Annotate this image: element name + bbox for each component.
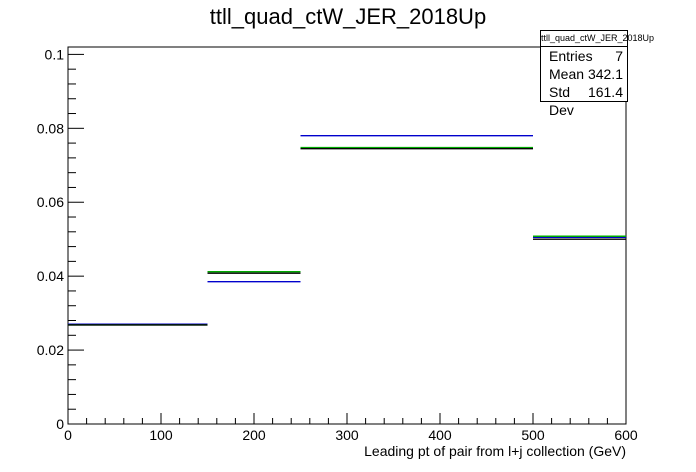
x-axis-label: Leading pt of pair from l+j collection (… xyxy=(364,443,626,459)
stats-std-row: Std Dev 161.4 xyxy=(541,83,627,118)
stats-mean-row: Mean 342.1 xyxy=(541,65,627,83)
plot-frame xyxy=(67,46,627,425)
y-tick-label: 0 xyxy=(56,416,64,432)
chart-title: ttll_quad_ctW_JER_2018Up xyxy=(209,4,487,29)
stats-mean-value: 342.1 xyxy=(587,66,623,82)
stats-entries-label: Entries xyxy=(549,48,593,64)
x-tick-label: 300 xyxy=(335,427,359,443)
stats-box-title: ttll_quad_ctW_JER_2018Up xyxy=(541,31,654,47)
histogram-series xyxy=(68,135,626,326)
y-tick-label: 0.1 xyxy=(45,46,65,62)
stats-box: ttll_quad_ctW_JER_2018Up Entries 7 Mean … xyxy=(540,30,654,118)
y-tick-label: 0.06 xyxy=(37,194,64,210)
stats-std-value: 161.4 xyxy=(587,84,623,100)
y-tick-label: 0.02 xyxy=(37,342,64,358)
y-tick-label: 0.08 xyxy=(37,120,64,136)
stats-std-label: Std Dev xyxy=(549,84,574,118)
x-tick-label: 200 xyxy=(242,427,266,443)
stats-entries-row: Entries 7 xyxy=(541,47,627,65)
stats-entries-value: 7 xyxy=(615,48,623,64)
y-tick-label: 0.04 xyxy=(37,268,64,284)
stats-mean-label: Mean xyxy=(549,66,585,82)
x-tick-label: 400 xyxy=(428,427,452,443)
x-tick-label: 100 xyxy=(149,427,173,443)
x-tick-label: 0 xyxy=(64,427,72,443)
x-tick-label: 500 xyxy=(521,427,545,443)
tick-labels: 0 100 200 300 400 500 600 0 0.02 0.04 0.06 0.08 0.1 xyxy=(37,46,638,443)
axis-ticks xyxy=(67,53,627,425)
x-tick-label: 600 xyxy=(614,427,638,443)
